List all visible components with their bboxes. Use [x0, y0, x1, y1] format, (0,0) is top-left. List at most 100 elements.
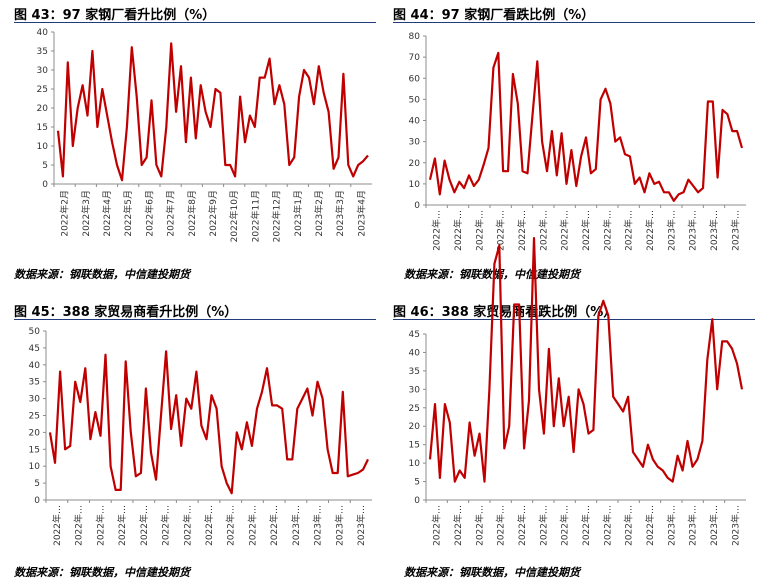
x-tick-label: 2022年… — [94, 505, 106, 546]
chart-title: 图 44：97 家钢厂看跌比例（%） — [393, 8, 595, 23]
y-tick-label: 20 — [29, 428, 41, 438]
y-tick-label: 50 — [29, 327, 41, 337]
x-tick-label: 2022年… — [51, 505, 63, 546]
x-tick-label: 2022年… — [452, 505, 464, 546]
x-tick-label: 2022年… — [138, 505, 150, 546]
x-tick-label: 2022年… — [203, 505, 215, 546]
x-tick-label: 2023年… — [665, 210, 677, 251]
title-rule — [393, 22, 755, 23]
x-tick-label: 2023年… — [729, 505, 741, 546]
x-tick-label: 2022年… — [644, 210, 656, 251]
y-tick-label: 35 — [409, 367, 420, 377]
y-tick-label: 15 — [409, 441, 420, 451]
x-tick-label: 2022年… — [601, 505, 613, 546]
x-tick-label: 2023年… — [687, 505, 699, 546]
y-tick-label: 0 — [42, 180, 48, 190]
y-tick-label: 15 — [37, 123, 48, 133]
x-tick-label: 2023年… — [290, 505, 302, 546]
x-tick-label: 2022年6月 — [143, 190, 155, 237]
y-tick-label: 20 — [409, 159, 421, 169]
title-rule — [393, 319, 755, 320]
x-tick-label: 2022年9月 — [207, 190, 219, 237]
y-tick-label: 10 — [37, 142, 49, 152]
y-tick-label: 30 — [37, 66, 49, 76]
x-tick-label: 2022年… — [431, 505, 443, 546]
x-tick-label: 2022年… — [160, 505, 172, 546]
y-tick-label: 25 — [29, 412, 40, 422]
x-tick-label: 2023年2月 — [313, 190, 325, 237]
source-note: 数据来源：钢联数据，中信建投期货 — [404, 566, 580, 579]
x-tick-label: 2022年… — [580, 210, 592, 251]
x-tick-label: 2022年… — [516, 505, 528, 546]
x-tick-label: 2022年… — [537, 505, 549, 546]
y-tick-label: 5 — [34, 479, 40, 489]
y-tick-label: 35 — [29, 378, 40, 388]
x-tick-label: 2022年5月 — [122, 190, 134, 237]
y-tick-label: 35 — [37, 47, 48, 57]
x-tick-label: 2023年3月 — [334, 190, 346, 237]
x-tick-label: 2022年… — [473, 210, 485, 251]
y-tick-label: 40 — [29, 361, 41, 371]
x-tick-label: 2023年… — [333, 505, 345, 546]
x-tick-label: 2022年… — [268, 505, 280, 546]
y-tick-label: 40 — [37, 28, 49, 38]
series-line — [428, 237, 744, 483]
x-tick-label: 2023年… — [708, 210, 720, 251]
y-tick-label: 0 — [34, 496, 40, 506]
y-tick-label: 10 — [409, 459, 421, 469]
title-rule — [14, 319, 376, 320]
y-tick-label: 10 — [29, 462, 41, 472]
y-tick-label: 5 — [414, 478, 420, 488]
title-rule — [14, 22, 376, 23]
x-tick-label: 2023年… — [665, 505, 677, 546]
y-tick-label: 5 — [42, 161, 48, 171]
x-tick-label: 2022年… — [559, 210, 571, 251]
x-tick-label: 2022年… — [580, 505, 592, 546]
x-tick-label: 2022年… — [116, 505, 128, 546]
x-tick-label: 2023年1月 — [292, 190, 304, 237]
x-tick-label: 2022年… — [601, 210, 613, 251]
x-tick-label: 2022年… — [452, 210, 464, 251]
x-tick-label: 2022年… — [473, 505, 485, 546]
series-line — [48, 350, 369, 495]
chart-title: 图 45：388 家贸易商看升比例（%） — [14, 305, 238, 320]
x-tick-label: 2022年8月 — [186, 190, 198, 237]
x-tick-label: 2022年… — [644, 505, 656, 546]
x-tick-label: 2023年4月 — [355, 190, 367, 237]
x-tick-label: 2022年… — [246, 505, 258, 546]
chart-title: 图 46：388 家贸易商看跌比例（%） — [393, 305, 617, 320]
y-tick-label: 45 — [409, 330, 420, 340]
y-tick-label: 25 — [409, 404, 420, 414]
y-tick-label: 30 — [409, 385, 421, 395]
x-tick-label: 2022年… — [623, 210, 635, 251]
y-tick-label: 25 — [37, 85, 48, 95]
x-tick-label: 2022年7月 — [165, 190, 177, 237]
x-tick-label: 2022年… — [559, 505, 571, 546]
y-tick-label: 0 — [414, 201, 420, 211]
y-tick-label: 40 — [409, 348, 421, 358]
chart-title: 图 43：97 家钢厂看升比例（%） — [14, 8, 216, 23]
x-tick-label: 2022年10月 — [228, 190, 240, 242]
x-tick-label: 2023年… — [312, 505, 324, 546]
x-tick-label: 2022年… — [495, 210, 507, 251]
y-tick-label: 45 — [29, 344, 40, 354]
y-tick-label: 10 — [409, 180, 421, 190]
x-tick-label: 2022年… — [181, 505, 193, 546]
y-tick-label: 60 — [409, 74, 421, 84]
x-tick-label: 2023年… — [708, 505, 720, 546]
source-note: 数据来源：钢联数据，中信建投期货 — [14, 268, 190, 281]
series-line — [56, 42, 369, 182]
y-tick-label: 15 — [29, 445, 40, 455]
x-tick-label: 2022年… — [225, 505, 237, 546]
y-tick-label: 40 — [409, 117, 421, 127]
y-tick-label: 20 — [37, 104, 49, 114]
x-tick-label: 2022年3月 — [80, 190, 92, 237]
x-tick-label: 2022年… — [537, 210, 549, 251]
x-tick-label: 2022年4月 — [101, 190, 113, 237]
y-tick-label: 0 — [414, 496, 420, 506]
x-tick-label: 2022年… — [431, 210, 443, 251]
